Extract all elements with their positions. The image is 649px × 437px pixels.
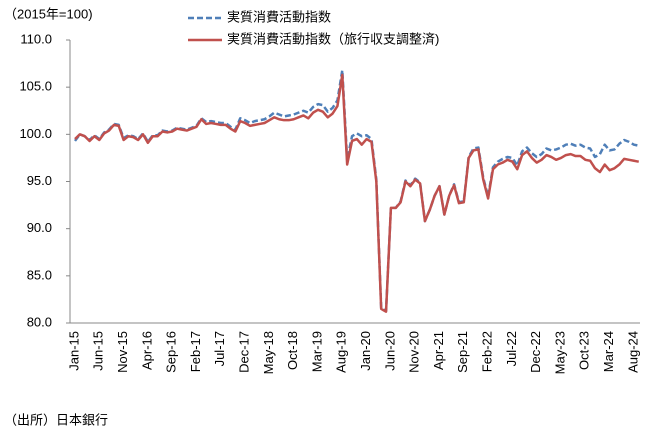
- series-line: [73, 68, 639, 312]
- legend-label: 実質消費活動指数: [227, 9, 331, 24]
- x-tick-label: Apr-16: [139, 331, 154, 370]
- y-tick-label: 100.0: [19, 126, 52, 141]
- x-tick-label: Mar-19: [309, 331, 324, 372]
- y-tick-label: 110.0: [20, 31, 52, 46]
- y-tick-label: 105.0: [19, 79, 52, 94]
- x-tick-label: Jun-15: [91, 331, 106, 371]
- x-tick-label: Sep-21: [455, 331, 470, 373]
- x-tick-label: Oct-18: [285, 331, 300, 370]
- y-tick-label: 80.0: [27, 314, 52, 329]
- x-tick-label: Dec-17: [237, 331, 252, 373]
- x-tick-label: May-18: [261, 331, 276, 374]
- x-tick-label: Jan-15: [66, 331, 81, 371]
- legend-label: 実質消費活動指数（旅行収支調整済): [227, 31, 439, 46]
- x-tick-label: Dec-22: [528, 331, 543, 373]
- x-tick-label: Jul-22: [504, 331, 519, 366]
- x-tick-label: Jun-20: [382, 331, 397, 371]
- x-tick-label: Jan-20: [358, 331, 373, 371]
- x-tick-label: Sep-16: [164, 331, 179, 373]
- x-tick-label: Jul-17: [212, 331, 227, 366]
- y-tick-label: 85.0: [27, 267, 52, 282]
- x-tick-label: Nov-20: [407, 331, 422, 373]
- x-tick-label: Feb-22: [480, 331, 495, 372]
- x-tick-label: Oct-23: [577, 331, 592, 370]
- x-tick-label: Feb-17: [188, 331, 203, 372]
- y-tick-label: 95.0: [27, 173, 52, 188]
- y-tick-label: 90.0: [27, 220, 52, 235]
- source: （出所）日本銀行: [4, 412, 108, 427]
- series-line: [74, 73, 639, 313]
- x-tick-label: Mar-24: [601, 331, 616, 372]
- x-tick-label: May-23: [552, 331, 567, 374]
- x-tick-label: Aug-24: [625, 331, 640, 373]
- x-tick-label: Nov-15: [115, 331, 130, 373]
- unit-label: （2015年=100): [4, 6, 93, 21]
- x-tick-label: Aug-19: [334, 331, 349, 373]
- x-tick-label: Apr-21: [431, 331, 446, 370]
